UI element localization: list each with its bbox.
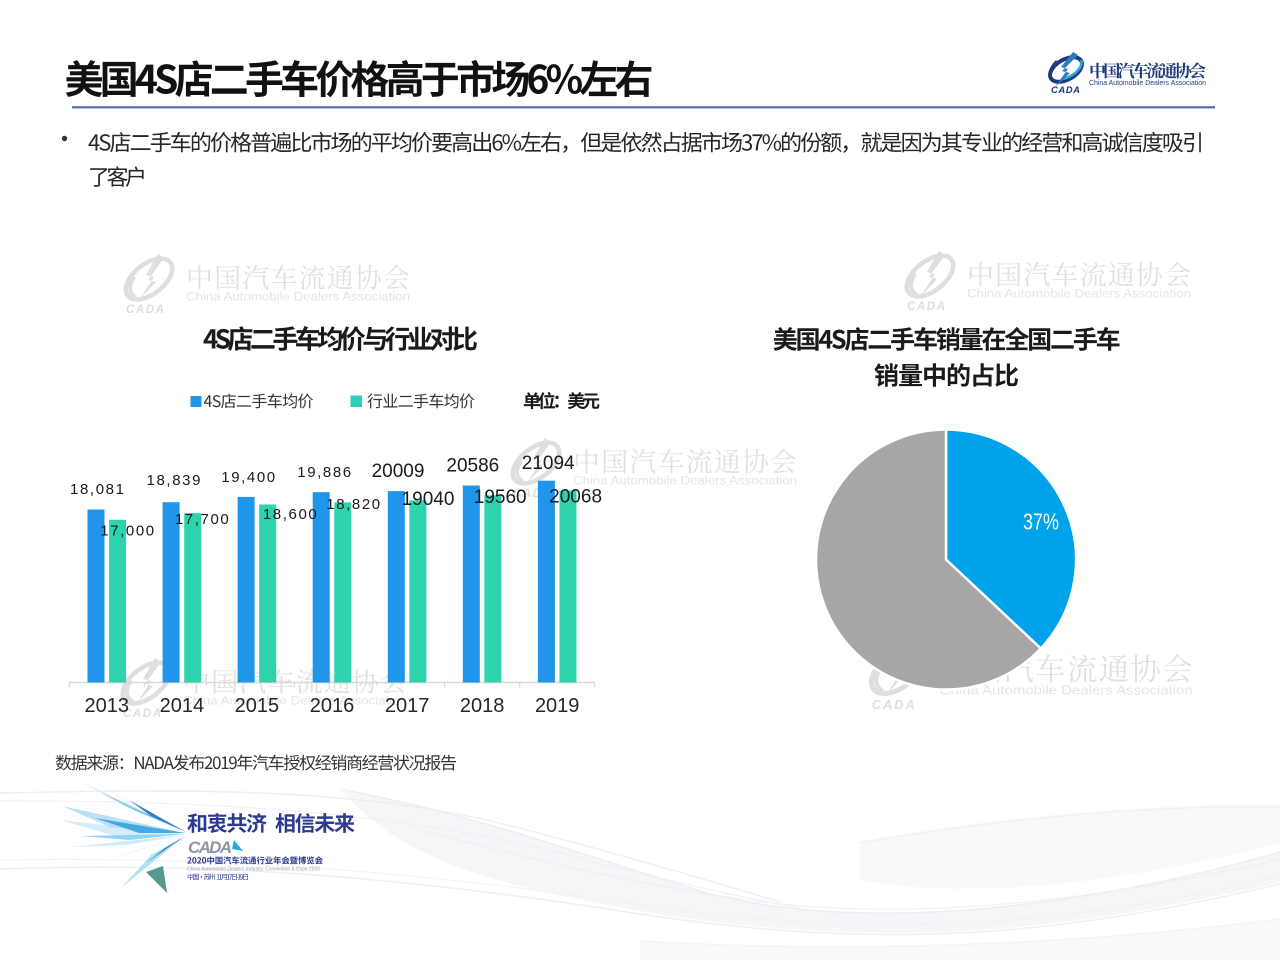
svg-text:China Automobile Dealers Indus: China Automobile Dealers Industry Conven… bbox=[187, 867, 320, 873]
svg-text:18,839: 18,839 bbox=[147, 472, 202, 489]
svg-text:19040: 19040 bbox=[402, 489, 455, 510]
svg-text:CADA: CADA bbox=[188, 838, 232, 857]
svg-text:2013: 2013 bbox=[85, 695, 130, 717]
svg-text:20586: 20586 bbox=[446, 456, 499, 477]
svg-text:19560: 19560 bbox=[474, 487, 527, 508]
svg-text:17,700: 17,700 bbox=[175, 511, 230, 528]
svg-text:17,000: 17,000 bbox=[100, 522, 155, 539]
svg-text:19,400: 19,400 bbox=[221, 469, 276, 486]
svg-text:2019: 2019 bbox=[535, 695, 580, 717]
svg-text:19,886: 19,886 bbox=[297, 464, 352, 481]
svg-text:2014: 2014 bbox=[160, 695, 205, 717]
svg-text:China Automobile Dealers Assoc: China Automobile Dealers Association bbox=[1089, 78, 1206, 87]
svg-text:2018: 2018 bbox=[460, 695, 505, 717]
svg-text:18,820: 18,820 bbox=[326, 496, 381, 513]
svg-text:21094: 21094 bbox=[522, 453, 575, 474]
svg-text:2015: 2015 bbox=[235, 695, 280, 717]
svg-text:37%: 37% bbox=[1023, 509, 1059, 535]
svg-text:CADA: CADA bbox=[1051, 85, 1080, 96]
svg-text:20009: 20009 bbox=[372, 461, 425, 482]
svg-text:20068: 20068 bbox=[549, 486, 602, 507]
svg-text:2017: 2017 bbox=[385, 695, 430, 717]
svg-text:18,600: 18,600 bbox=[263, 506, 318, 523]
svg-text:18,081: 18,081 bbox=[70, 481, 125, 498]
svg-text:2016: 2016 bbox=[310, 695, 355, 717]
